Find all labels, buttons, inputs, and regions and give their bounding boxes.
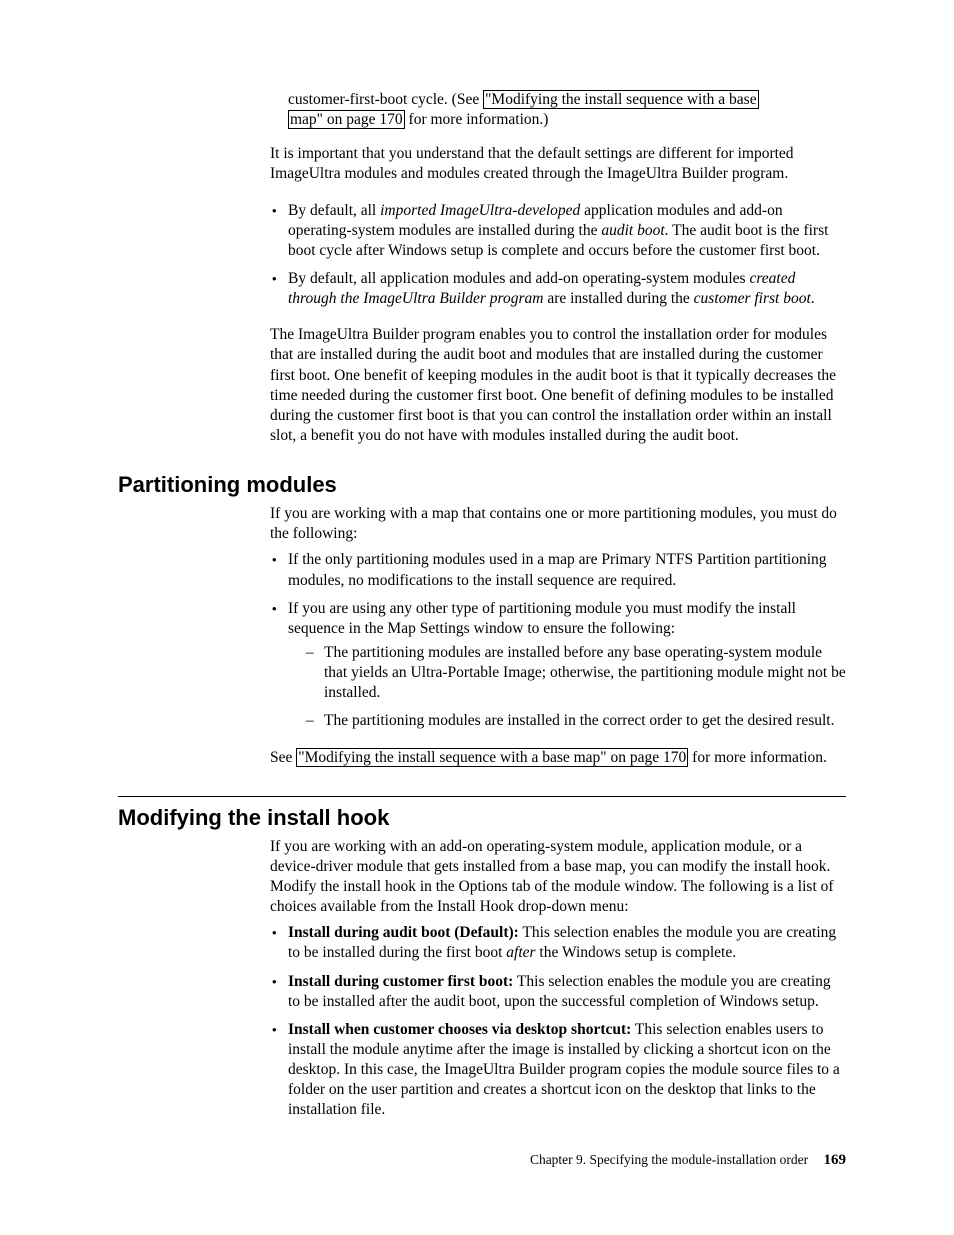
emphasis: customer first boot [694,290,811,307]
bullet-list: Install during audit boot (Default): Thi… [270,923,846,1120]
text: By default, all [288,202,380,219]
paragraph-block: See "Modifying the install sequence with… [270,748,846,768]
bullet-list: By default, all imported ImageUltra-deve… [270,201,846,310]
xref-link[interactable]: "Modifying the install sequence with a b… [296,748,688,767]
paragraph: It is important that you understand that… [270,144,846,184]
emphasis: after [506,944,535,961]
paragraph: The ImageUltra Builder program enables y… [270,325,846,446]
page: customer-first-boot cycle. (See "Modifyi… [0,0,954,1229]
text: the Windows setup is complete. [536,944,737,961]
see-reference: See "Modifying the install sequence with… [270,748,846,768]
xref-link[interactable]: "Modifying the install sequence with a b… [483,90,759,109]
list-item: The partitioning modules are installed i… [306,711,846,731]
list-item: Install during audit boot (Default): Thi… [270,923,846,963]
text: See [270,749,296,766]
page-footer: Chapter 9. Specifying the module-install… [118,1152,846,1169]
chapter-label: Chapter 9. Specifying the module-install… [530,1152,808,1167]
list-item: Install during customer first boot: This… [270,972,846,1012]
term: Install during customer first boot: [288,973,513,990]
dash-list: The partitioning modules are installed b… [306,643,846,732]
paragraph: If you are working with a map that conta… [270,504,846,544]
page-number: 169 [824,1152,847,1168]
text: By default, all application modules and … [288,270,749,287]
text: are installed during the [543,290,693,307]
emphasis: audit boot [601,222,664,239]
paragraph-block: The ImageUltra Builder program enables y… [270,325,846,446]
term: Install when customer chooses via deskto… [288,1021,631,1038]
continuation-block: customer-first-boot cycle. (See "Modifyi… [288,90,846,130]
bullet-list-block: By default, all imported ImageUltra-deve… [270,201,846,310]
xref-link[interactable]: map" on page 170 [288,110,405,129]
text: for more information.) [405,111,549,128]
text: If you are using any other type of parti… [288,600,796,637]
list-item: If the only partitioning modules used in… [270,550,846,590]
list-item: The partitioning modules are installed b… [306,643,846,703]
paragraph-block: It is important that you understand that… [270,144,846,184]
paragraph: If you are working with an add-on operat… [270,837,846,918]
continuation-line: customer-first-boot cycle. (See "Modifyi… [288,90,846,130]
section-heading-partitioning: Partitioning modules [118,472,846,498]
text: customer-first-boot cycle. (See [288,91,483,108]
list-item: If you are using any other type of parti… [270,599,846,732]
paragraph-block: If you are working with a map that conta… [270,504,846,731]
term: Install during audit boot (Default): [288,924,519,941]
emphasis: imported ImageUltra-developed [380,202,580,219]
list-item: Install when customer chooses via deskto… [270,1020,846,1121]
section-heading-install-hook: Modifying the install hook [118,796,846,831]
paragraph-block: If you are working with an add-on operat… [270,837,846,1121]
text: for more information. [688,749,827,766]
text: . [811,290,815,307]
list-item: By default, all imported ImageUltra-deve… [270,201,846,261]
list-item: By default, all application modules and … [270,269,846,309]
bullet-list: If the only partitioning modules used in… [270,550,846,731]
